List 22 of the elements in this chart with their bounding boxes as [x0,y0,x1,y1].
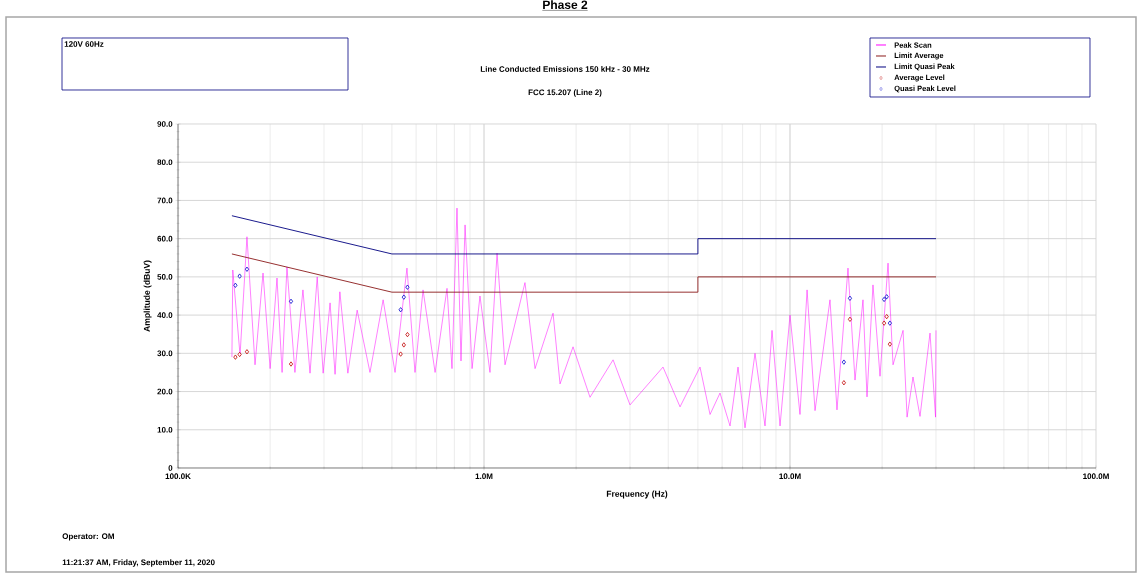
y-tick-label: 60.0 [157,235,173,242]
y-axis-title: Amplitude (dBuV) [143,260,152,332]
chart-subtitle: FCC 15.207 (Line 2) [528,89,602,97]
y-tick-label: 10.0 [157,426,173,433]
y-tick-label: 40.0 [157,312,173,318]
x-tick-label: 100.0M [1083,473,1109,480]
y-tick-label: 30.0 [157,350,173,357]
x-tick-label: 1.0M [475,473,493,480]
y-tick-label: 70.0 [157,197,173,204]
text: 11:21:37 AM, Friday, September 11, 2020 [62,559,215,567]
y-tick-label: 50.0 [157,274,173,280]
x-tick-label: 10.0M [779,473,801,480]
y-tick-label: 80.0 [157,159,173,166]
text: Phase 2 [543,0,588,9]
x-axis-title: Frequency (Hz) [606,490,668,499]
y-tick-label: 20.0 [157,388,173,395]
x-tick-label: 100.0K [165,473,191,480]
y-tick-label: 0 [168,465,173,471]
y-tick-label: 90.0 [157,121,173,127]
text: Operator: OM [62,533,114,541]
text: 120V 60Hz [64,41,104,47]
chart-title: Line Conducted Emissions 150 kHz - 30 MHz [480,66,650,72]
